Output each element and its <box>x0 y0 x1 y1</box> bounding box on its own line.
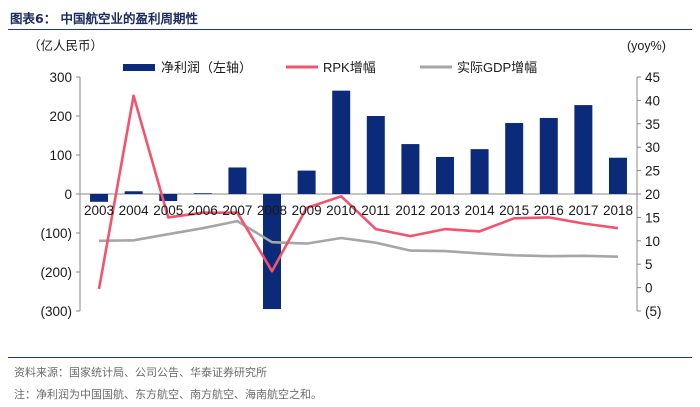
x-tick-label: 2005 <box>153 203 183 218</box>
legend-label-net-profit: 净利润（左轴） <box>161 60 252 75</box>
left-tick-label: (100) <box>40 226 72 241</box>
left-tick-label: (200) <box>40 265 72 280</box>
legend-label-gdp: 实际GDP增幅 <box>457 60 537 75</box>
right-tick-label: 35 <box>645 117 660 132</box>
x-tick-label: 2017 <box>568 203 598 218</box>
right-tick-label: 20 <box>645 187 660 202</box>
right-tick-label: 40 <box>645 93 660 108</box>
line-gdp-growth <box>98 219 619 258</box>
bar-net-profit <box>332 90 351 194</box>
x-tick-label: 2010 <box>326 203 356 218</box>
bar-net-profit <box>90 194 109 202</box>
x-tick-label: 2007 <box>222 203 252 218</box>
bar-net-profit <box>539 117 558 194</box>
x-tick-label: 2018 <box>603 203 633 218</box>
left-axis-unit-label: （亿人民币） <box>28 38 103 53</box>
left-tick-label: 100 <box>49 148 72 163</box>
line-series <box>97 94 619 290</box>
x-tick-label: 2004 <box>119 203 150 218</box>
bar-series <box>90 90 627 310</box>
left-tick-label: 300 <box>49 70 72 85</box>
category-labels: 2003 2004 2005 2006 2007 2008 2009 2010 2011 2012… <box>84 203 633 218</box>
right-tick-label: 0 <box>645 281 653 296</box>
footer-divider <box>8 357 692 358</box>
right-tick-label: 30 <box>645 140 660 155</box>
left-tick-label: 0 <box>64 187 72 202</box>
bar-net-profit <box>366 116 385 194</box>
axes: 3002001000(100)(200)(300)454035302520151… <box>40 70 661 319</box>
bar-net-profit <box>159 194 178 202</box>
bar-net-profit <box>505 123 524 194</box>
right-tick-label: 45 <box>645 70 660 85</box>
x-tick-label: 2011 <box>361 203 390 218</box>
x-tick-label: 2003 <box>84 203 114 218</box>
x-tick-label: 2012 <box>395 203 425 218</box>
x-tick-label: 2009 <box>292 203 322 218</box>
right-tick-label: 5 <box>645 257 653 272</box>
bar-net-profit <box>193 193 212 194</box>
line-rpk-growth <box>97 94 619 290</box>
bar-net-profit <box>435 156 454 194</box>
legend: 净利润（左轴） RPK增幅 实际GDP增幅 <box>123 60 537 75</box>
right-axis-unit-label: (yoy%) <box>627 39 666 53</box>
bar-net-profit <box>608 157 627 194</box>
left-tick-label: (300) <box>40 304 72 319</box>
bar-net-profit <box>263 194 282 310</box>
x-tick-label: 2013 <box>430 203 460 218</box>
title-divider <box>8 29 692 30</box>
legend-swatch-net-profit <box>123 64 155 71</box>
x-tick-label: 2014 <box>465 203 496 218</box>
bar-net-profit <box>574 105 593 194</box>
right-tick-label: (5) <box>645 304 662 319</box>
bar-net-profit <box>470 149 489 194</box>
x-tick-label: 2008 <box>257 203 287 218</box>
right-tick-label: 10 <box>645 234 660 249</box>
bar-net-profit <box>401 144 420 194</box>
legend-label-rpk: RPK增幅 <box>323 60 376 75</box>
x-tick-label: 2016 <box>534 203 564 218</box>
bar-net-profit <box>124 191 143 194</box>
right-tick-label: 15 <box>645 210 660 225</box>
x-tick-label: 2015 <box>499 203 529 218</box>
footnote: 注：净利润为中国国航、东方航空、南方航空、海南航空之和。 <box>14 388 322 401</box>
source-note: 资料来源：国家统计局、公司公告、华泰证券研究所 <box>14 366 267 379</box>
chart-title: 图表6： 中国航空业的盈利周期性 <box>10 11 199 26</box>
x-tick-label: 2006 <box>188 203 218 218</box>
right-tick-label: 25 <box>645 164 660 179</box>
bar-net-profit <box>297 170 316 194</box>
bar-net-profit <box>228 167 247 194</box>
left-tick-label: 200 <box>49 109 72 124</box>
